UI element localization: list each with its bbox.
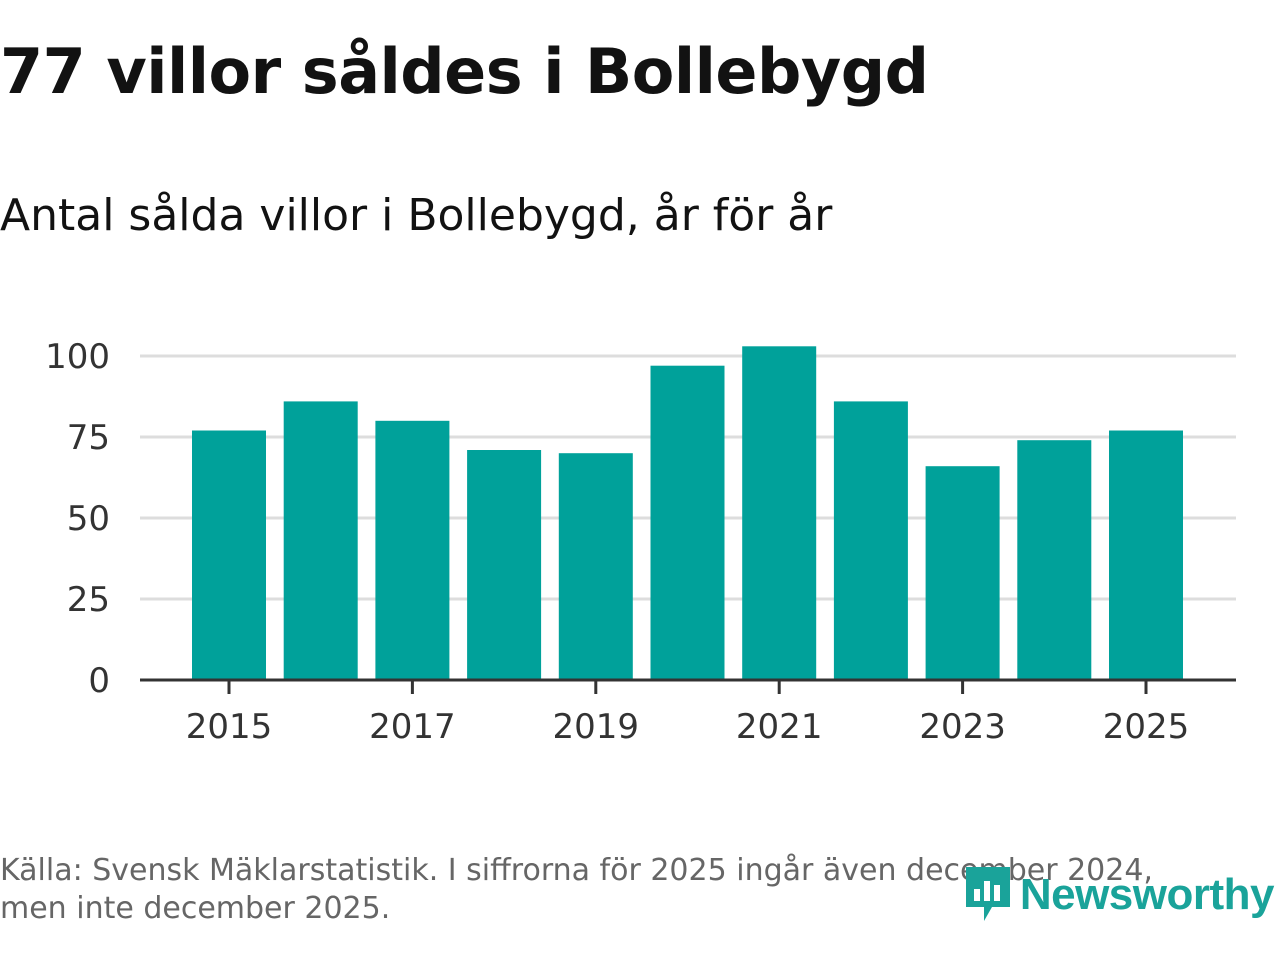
source-note-line-1: Källa: Svensk Mäklarstatistik. I siffror… <box>0 853 1153 888</box>
y-tick-label: 75 <box>67 418 110 458</box>
x-tick-label: 2017 <box>369 707 456 747</box>
source-note-line-2: men inte december 2025. <box>0 891 391 926</box>
chart-subtitle: Antal sålda villor i Bollebygd, år för å… <box>0 190 833 241</box>
bar-2021 <box>742 346 817 680</box>
bar-2025 <box>1109 430 1183 680</box>
bar-2016 <box>283 401 358 680</box>
newsworthy-logo: Newsworthy <box>962 862 1275 928</box>
bar-2022 <box>833 401 908 680</box>
x-tick-label: 2015 <box>186 707 273 747</box>
y-tick-label: 0 <box>88 661 110 701</box>
x-tick-label: 2023 <box>919 707 1006 747</box>
newsworthy-logo-text: Newsworthy <box>1019 870 1275 919</box>
x-tick-label: 2021 <box>736 707 823 747</box>
y-tick-label: 25 <box>67 580 110 620</box>
bar-2024 <box>1017 440 1092 680</box>
bar-2018 <box>467 450 542 680</box>
x-tick-label: 2025 <box>1103 707 1190 747</box>
bar-2015 <box>192 430 266 680</box>
source-note: Källa: Svensk Mäklarstatistik. I siffror… <box>0 852 1220 928</box>
chart-title: 77 villor såldes i Bollebygd <box>0 35 929 108</box>
bar-2020 <box>650 365 725 680</box>
bars <box>192 346 1183 680</box>
bar-2017 <box>375 420 450 680</box>
x-axis-labels: 2015 2017 2019 2021 2023 2025 <box>186 707 1190 747</box>
bar-2019 <box>558 453 633 680</box>
bar-2023 <box>925 466 1000 680</box>
x-tick-label: 2019 <box>553 707 640 747</box>
newsworthy-logo-icon <box>965 867 1010 921</box>
y-tick-label: 50 <box>67 499 110 539</box>
bar-chart: 0 25 50 75 100 2015 2017 2019 2021 2023 2025 <box>45 337 1236 747</box>
y-tick-label: 100 <box>45 337 110 377</box>
x-axis <box>140 678 1236 694</box>
y-axis-labels: 0 25 50 75 100 <box>45 337 110 701</box>
